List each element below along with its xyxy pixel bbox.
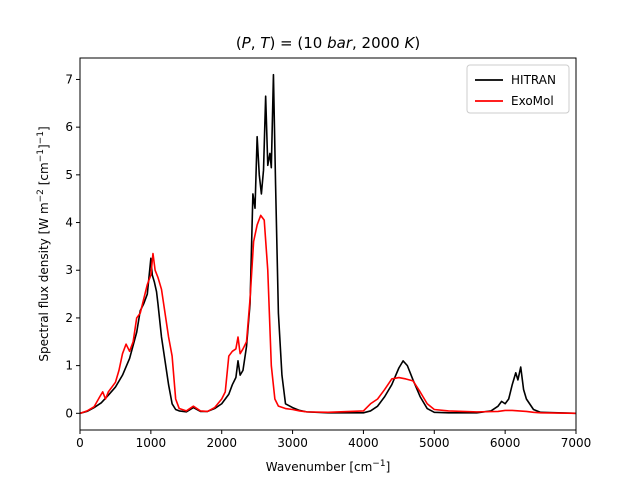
x-tick-label: 0 (76, 436, 84, 450)
legend: HITRAN ExoMol (466, 64, 570, 114)
chart-title: (P, T) = (10 bar, 2000 K) (236, 34, 420, 52)
y-tick-label: 5 (65, 168, 73, 182)
y-tick-label: 1 (65, 359, 73, 373)
y-tick-label: 0 (65, 406, 73, 420)
y-tick-label: 4 (65, 216, 73, 230)
y-tick-label: 2 (65, 311, 73, 325)
y-axis-ticks: 0 1 2 3 4 5 6 7 (65, 72, 80, 420)
series-line-hitran (80, 73, 576, 415)
plot-frame (79, 57, 577, 431)
series-group (80, 73, 576, 415)
x-axis-label: Wavenumber [cm−1] (266, 459, 391, 474)
x-tick-label: 3000 (277, 436, 308, 450)
x-tick-label: 6000 (490, 436, 521, 450)
legend-label-hitran: HITRAN (511, 73, 556, 87)
y-tick-label: 6 (65, 120, 73, 134)
x-tick-label: 4000 (348, 436, 379, 450)
x-tick-label: 1000 (136, 436, 167, 450)
y-tick-label: 7 (65, 72, 73, 86)
series-line-exomol (80, 214, 576, 415)
y-tick-label: 3 (65, 263, 73, 277)
x-tick-label: 2000 (206, 436, 237, 450)
x-tick-label: 5000 (419, 436, 450, 450)
x-axis-ticks: 0 1000 2000 3000 4000 5000 6000 7000 (76, 430, 591, 450)
y-axis-label: Spectral flux density [W m−2 [cm−1]−1] (36, 126, 51, 361)
x-tick-label: 7000 (561, 436, 592, 450)
legend-label-exomol: ExoMol (511, 94, 554, 108)
